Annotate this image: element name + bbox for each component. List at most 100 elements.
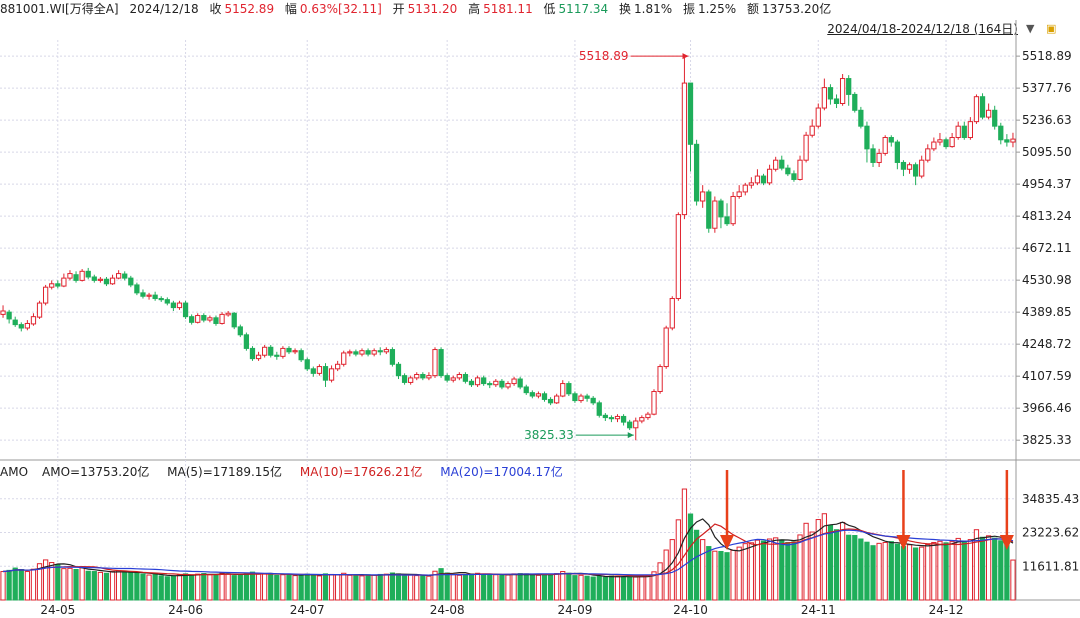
- quote-header: 881001.WI[万得全A] 2024/12/18 收 5152.89 幅 0.6…: [0, 0, 1080, 18]
- candle-body: [164, 299, 170, 304]
- candle-body: [724, 216, 730, 225]
- candle-body: [152, 294, 158, 300]
- candle-body: [316, 366, 323, 374]
- volume-bar: [560, 571, 566, 601]
- candle-body: [176, 302, 183, 309]
- volume-tick-label: 23223.62: [1022, 526, 1079, 540]
- amount-value: 13753.20亿: [761, 2, 832, 16]
- volume-bar: [815, 519, 821, 601]
- volume-bar: [73, 569, 79, 601]
- volume-bar: [55, 564, 61, 601]
- volume-indicator-name[interactable]: AMO: [0, 465, 29, 479]
- candle-body: [511, 378, 517, 385]
- candle-body: [450, 377, 456, 381]
- candle-body: [207, 317, 213, 321]
- candle-body: [274, 354, 280, 357]
- candle-body: [61, 277, 67, 287]
- volume-bar: [0, 571, 6, 601]
- candle-body: [633, 420, 639, 429]
- price-tick-label: 4954.37: [1022, 177, 1072, 191]
- candle-body: [255, 354, 262, 360]
- candle-body: [225, 312, 231, 316]
- candle-body: [195, 315, 201, 323]
- volume-bar: [529, 574, 535, 601]
- candle-body: [408, 377, 414, 383]
- volume-bar: [706, 546, 712, 601]
- date-range-text[interactable]: 2024/04/18-2024/12/18 (164日): [827, 22, 1018, 36]
- volume-bar: [12, 567, 18, 601]
- volume-bar: [687, 513, 694, 601]
- candle-body: [992, 109, 998, 127]
- volume-bar: [286, 573, 292, 601]
- high-label: 高: [468, 2, 481, 16]
- volume-bar: [341, 572, 347, 601]
- candle-body: [383, 349, 389, 353]
- candle-body: [700, 191, 706, 202]
- candle-body: [122, 273, 128, 279]
- symbol-name[interactable]: 881001.WI[万得全A]: [0, 2, 119, 16]
- date-tick-label: 24-07: [290, 603, 325, 617]
- candle-body: [444, 375, 450, 381]
- price-tick-label: 4530.98: [1022, 273, 1072, 287]
- amount-label: 额: [746, 2, 759, 16]
- lock-icon[interactable]: ▣: [1046, 22, 1057, 35]
- candle-body: [760, 175, 767, 184]
- volume-bar: [255, 573, 262, 601]
- volume-bar: [128, 571, 134, 601]
- candle-body: [243, 334, 250, 349]
- volume-bar: [791, 541, 797, 601]
- volume-bar: [852, 535, 858, 601]
- volume-bar: [371, 574, 377, 601]
- candle-body: [219, 313, 225, 324]
- candle-body: [566, 383, 572, 395]
- candle-body: [499, 380, 505, 388]
- volume-tick-label: 34835.43: [1022, 492, 1079, 506]
- volume-bar: [462, 573, 469, 601]
- volume-bar: [505, 574, 511, 601]
- candle-body: [614, 415, 621, 420]
- volume-bar: [517, 573, 523, 601]
- candle-body: [231, 312, 237, 328]
- volume-bar: [377, 573, 383, 601]
- candle-body: [967, 121, 974, 139]
- volume-bar: [663, 549, 669, 601]
- volume-bar: [280, 574, 286, 601]
- volume-bar: [985, 535, 992, 601]
- volume-bar: [858, 538, 864, 601]
- arrow-marker-head: [999, 535, 1014, 550]
- volume-bar: [152, 573, 158, 601]
- candle-body: [791, 173, 797, 180]
- candle-body: [395, 363, 402, 377]
- candle-body: [116, 273, 122, 279]
- volume-bar: [639, 575, 645, 601]
- price-tick-label: 3825.33: [1022, 433, 1072, 447]
- candle-body: [85, 270, 91, 278]
- candle-body: [839, 78, 846, 104]
- volume-tick-label: 11611.81: [1022, 559, 1079, 573]
- date-tick-label: 24-10: [673, 603, 708, 617]
- volume-bar: [541, 575, 548, 601]
- price-tick-label: 3966.46: [1022, 401, 1072, 415]
- triangle-down-icon[interactable]: ▼: [1026, 22, 1035, 35]
- volume-bar: [189, 574, 195, 601]
- volume-axis: 34835.43 23223.62 11611.81: [1022, 492, 1079, 573]
- volume-bar: [176, 574, 183, 601]
- date-range-selector[interactable]: 2024/04/18-2024/12/18 (164日): [827, 20, 1018, 38]
- candle-body: [268, 346, 274, 356]
- volume-bar: [383, 573, 389, 601]
- price-tick-label: 5518.89: [1022, 49, 1072, 63]
- volume-bar: [414, 575, 420, 601]
- candle-body: [846, 78, 852, 95]
- volume-bar: [912, 547, 919, 601]
- price-tick-label: 4813.24: [1022, 209, 1072, 223]
- candle-body: [773, 159, 779, 170]
- volume-bar: [870, 545, 876, 601]
- volume-bar: [298, 574, 304, 601]
- annotation-arrowhead: [627, 432, 634, 439]
- volume-bar: [511, 573, 517, 601]
- candle-body: [821, 87, 827, 109]
- volume-bar: [420, 575, 426, 601]
- candle-body: [894, 141, 900, 163]
- candle-body: [182, 302, 189, 318]
- candle-body: [6, 311, 12, 320]
